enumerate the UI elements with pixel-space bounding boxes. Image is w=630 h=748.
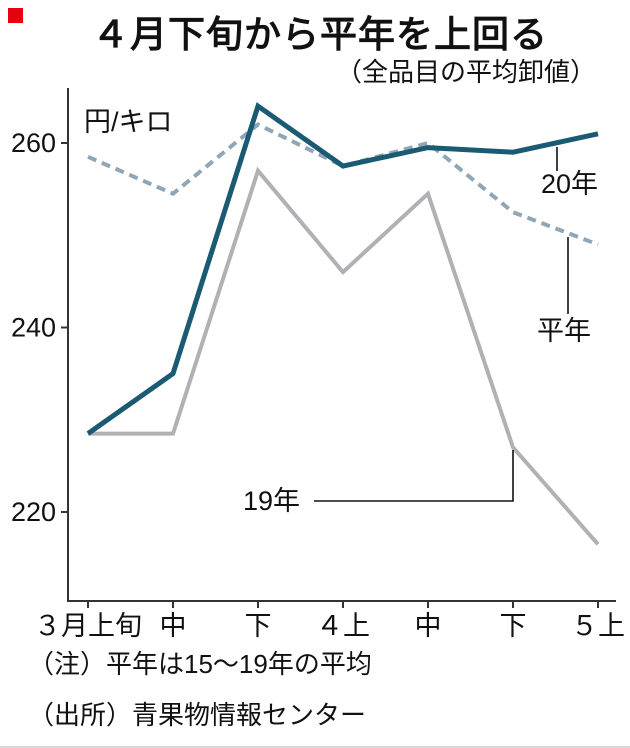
series-line-2 [88,166,600,546]
red-square-marker [8,8,23,23]
x-tick-label: ５上 [571,611,625,641]
y-tick-label: 260 [11,128,56,158]
y-axis-unit-label: 円/キロ [84,107,173,137]
axes [67,88,616,602]
series-label-2: 19年 [243,486,300,516]
x-tick-label: 下 [500,611,527,641]
series-label-1: 平年 [537,316,591,346]
x-tick-label: ３月上旬 [34,611,142,641]
y-tick-label: 240 [11,313,56,343]
chart-title: ４月下旬から平年を上回る [92,14,548,55]
note-line: （注）平年は15〜19年の平均 [28,649,372,679]
chart-subtitle: （全品目の平均卸値） [335,57,596,87]
x-tick-label: 下 [245,611,272,641]
series-label-leader-2 [314,450,514,502]
x-tick-label: ４上 [316,611,370,641]
x-tick-label: 中 [415,611,442,641]
footnotes: （注）平年は15〜19年の平均 （出所）青果物情報センター [28,644,372,746]
series-line-1 [87,122,599,247]
series-label-0: 20年 [541,169,598,199]
x-tick-label: 中 [160,611,187,641]
source-line: （出所）青果物情報センター [28,700,367,730]
series-line-0 [86,102,599,436]
y-tick-label: 220 [11,497,56,527]
